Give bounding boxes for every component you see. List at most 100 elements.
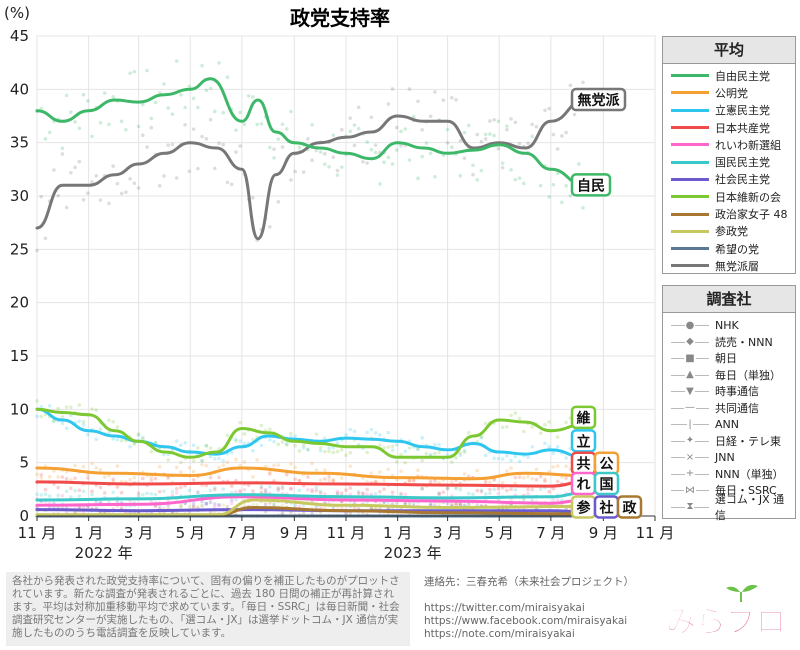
survey-point — [310, 461, 314, 466]
survey-point — [318, 491, 323, 495]
x-tick-label: 1 月 — [74, 524, 103, 542]
surveyor-panel: 調査社 ● NHK ◆ 読売・NNN ■ 朝日 ▲ 毎日（単独） ▼ 時事通信 — 共同通信 | ANN ✦… — [662, 285, 796, 522]
survey-point — [280, 440, 285, 444]
survey-point — [141, 476, 145, 481]
survey-point — [505, 469, 509, 473]
survey-point — [196, 166, 200, 171]
survey-point — [378, 182, 382, 186]
surveyor-item: — 共同通信 — [663, 400, 795, 417]
survey-point — [90, 407, 94, 411]
x-tick-label: 9 月 — [280, 524, 309, 542]
end-label-box — [570, 405, 597, 430]
survey-point — [251, 489, 255, 493]
survey-point — [318, 150, 323, 154]
survey-point — [35, 472, 39, 477]
survey-point — [466, 503, 471, 507]
surveyor-item: ▲ 毎日（単独） — [663, 367, 795, 384]
survey-point — [35, 492, 39, 497]
survey-point — [327, 478, 331, 483]
survey-point — [314, 148, 319, 153]
survey-point — [323, 468, 327, 473]
surveyor-label: 共同通信 — [715, 401, 759, 415]
x-tick-label: 3 月 — [124, 524, 153, 542]
survey-point — [492, 456, 496, 461]
survey-point — [174, 487, 179, 491]
survey-point — [462, 156, 467, 160]
series-line-日本共産党 — [35, 480, 587, 488]
survey-point — [348, 511, 353, 516]
survey-point — [128, 177, 132, 181]
survey-point — [547, 420, 551, 424]
survey-point — [433, 174, 437, 179]
surveyor-item: ⋈ 毎日・SSRC — [663, 482, 795, 499]
survey-point — [284, 472, 289, 477]
survey-point — [318, 489, 323, 494]
legend-swatch — [671, 212, 709, 216]
survey-point — [179, 443, 183, 447]
note-link[interactable]: https://note.com/miraisyakai — [424, 628, 575, 640]
facebook-link[interactable]: https://www.facebook.com/miraisyakai — [424, 615, 628, 627]
survey-point — [500, 481, 505, 485]
survey-point — [60, 493, 65, 498]
legend-panel: 平均 自由民主党 公明党 立憲民主党 日本共産党 れいわ新選組 国民民主党 社会民主党 日本維… — [662, 36, 796, 274]
survey-point — [411, 114, 416, 119]
survey-point — [179, 503, 183, 508]
surveyor-item: × JNN — [663, 449, 795, 466]
survey-point — [369, 506, 374, 510]
survey-point — [479, 139, 484, 144]
survey-point — [225, 504, 230, 509]
survey-point — [251, 502, 255, 507]
survey-point — [221, 503, 226, 507]
survey-point — [229, 498, 234, 503]
survey-point — [242, 432, 247, 436]
survey-point — [234, 439, 238, 443]
surveyor-item: | ANN — [663, 416, 795, 433]
surveyor-label: ANN — [715, 417, 739, 431]
survey-point — [339, 165, 344, 169]
survey-point — [428, 151, 433, 156]
survey-point — [280, 484, 285, 489]
legend-item: 希望の党 — [663, 240, 795, 257]
survey-point — [352, 429, 357, 434]
surveyor-marker-icon: × — [671, 451, 709, 463]
survey-point — [581, 205, 585, 210]
survey-point — [170, 490, 175, 494]
survey-point — [538, 183, 543, 188]
survey-point — [289, 487, 293, 491]
survey-point — [348, 450, 353, 455]
survey-point — [141, 437, 145, 441]
survey-point — [386, 102, 391, 106]
legend-item: 参政党 — [663, 223, 795, 240]
survey-point — [191, 505, 196, 509]
survey-point — [513, 481, 518, 486]
survey-point — [344, 511, 348, 516]
survey-point — [255, 458, 259, 462]
survey-point — [115, 485, 120, 489]
survey-point — [475, 132, 480, 137]
survey-point — [331, 155, 336, 159]
surveyor-item: ● NHK — [663, 317, 795, 334]
survey-point — [475, 488, 480, 493]
survey-point — [530, 445, 535, 449]
survey-point — [69, 495, 73, 499]
legend-title: 平均 — [663, 37, 795, 64]
survey-point — [284, 443, 289, 447]
survey-point — [191, 127, 196, 131]
survey-point — [280, 145, 285, 149]
survey-point — [534, 467, 539, 472]
survey-point — [513, 488, 518, 492]
survey-point — [251, 448, 255, 453]
survey-point — [234, 497, 238, 502]
methodology-note: 各社から発表された政党支持率について、固有の偏りを補正したものがプロットされてい… — [6, 572, 410, 646]
survey-point — [141, 102, 145, 107]
survey-point — [217, 61, 221, 65]
survey-point — [433, 442, 437, 447]
x-tick-label: 5 月 — [485, 524, 514, 542]
survey-point — [530, 134, 535, 139]
survey-point — [323, 436, 327, 441]
mirapro-logo: みらプロ — [666, 584, 787, 641]
survey-point — [483, 137, 488, 141]
twitter-link[interactable]: https://twitter.com/miraisyakai — [424, 602, 585, 614]
survey-point — [505, 424, 509, 429]
survey-point — [263, 487, 268, 492]
